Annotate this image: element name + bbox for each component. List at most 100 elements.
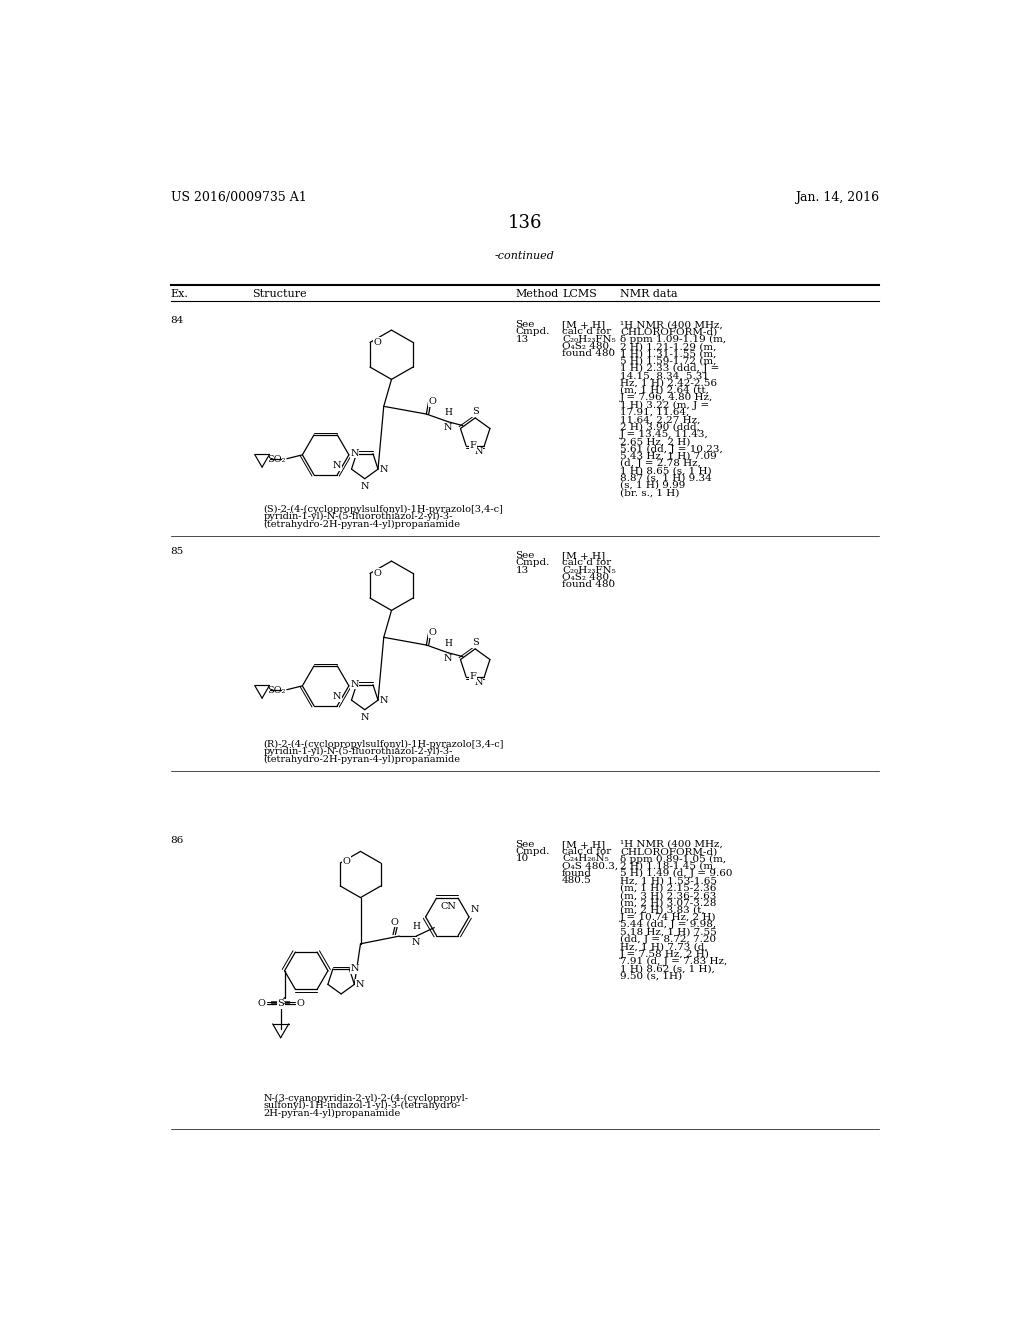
Text: δ ppm 1.09-1.19 (m,: δ ppm 1.09-1.19 (m,	[621, 335, 726, 343]
Text: N: N	[356, 979, 365, 989]
Text: O: O	[373, 338, 381, 347]
Text: (tetrahydro-2H-pyran-4-yl)propanamide: (tetrahydro-2H-pyran-4-yl)propanamide	[263, 520, 461, 528]
Text: 1 H) 3.22 (m, J =: 1 H) 3.22 (m, J =	[621, 400, 710, 409]
Text: N: N	[380, 465, 388, 474]
Text: F: F	[469, 672, 476, 681]
Text: [M + H]: [M + H]	[562, 840, 605, 849]
Text: H: H	[444, 639, 452, 648]
Text: J = 7.96, 4.80 Hz,: J = 7.96, 4.80 Hz,	[621, 393, 714, 403]
Text: Cmpd.: Cmpd.	[515, 558, 550, 568]
Text: calc’d for: calc’d for	[562, 847, 611, 857]
Text: O₄S₂ 480,: O₄S₂ 480,	[562, 573, 612, 582]
Text: N: N	[474, 678, 482, 688]
Text: (m, 2 H) 3.07-3.28: (m, 2 H) 3.07-3.28	[621, 899, 717, 907]
Text: Ex.: Ex.	[171, 289, 188, 298]
Text: 5.61 (dd, J = 10.23,: 5.61 (dd, J = 10.23,	[621, 445, 723, 454]
Text: =: =	[270, 999, 279, 1008]
Text: pyridin-1-yl)-N-(5-fluorothiazol-2-yl)-3-: pyridin-1-yl)-N-(5-fluorothiazol-2-yl)-3…	[263, 512, 453, 521]
Text: N: N	[333, 461, 341, 470]
Text: O: O	[391, 917, 398, 927]
Text: 136: 136	[508, 214, 542, 232]
Text: 13: 13	[515, 566, 528, 574]
Text: 7.91 (d, J = 7.83 Hz,: 7.91 (d, J = 7.83 Hz,	[621, 957, 727, 966]
Text: O: O	[429, 397, 436, 407]
Text: N: N	[443, 655, 453, 663]
Text: O: O	[296, 999, 304, 1008]
Text: N: N	[380, 696, 388, 705]
Text: N: N	[360, 713, 369, 722]
Text: (s, 1 H) 9.99: (s, 1 H) 9.99	[621, 480, 685, 490]
Text: N: N	[350, 449, 359, 458]
Text: S: S	[472, 639, 478, 647]
Text: 1 H) 2.33 (ddd, J =: 1 H) 2.33 (ddd, J =	[621, 364, 720, 374]
Text: J = 10.74 Hz, 2 H): J = 10.74 Hz, 2 H)	[621, 913, 717, 923]
Text: 85: 85	[171, 548, 184, 556]
Text: 8.87 (s, 1 H) 9.34: 8.87 (s, 1 H) 9.34	[621, 474, 712, 483]
Text: 11.64, 2.27 Hz,: 11.64, 2.27 Hz,	[621, 416, 700, 424]
Text: H: H	[444, 408, 452, 417]
Text: (R)-2-(4-(cyclopropylsulfonyl)-1H-pyrazolo[3,4-c]: (R)-2-(4-(cyclopropylsulfonyl)-1H-pyrazo…	[263, 739, 504, 748]
Text: C₂₄H₂₆N₅: C₂₄H₂₆N₅	[562, 854, 608, 863]
Text: δ ppm 0.89-1.05 (m,: δ ppm 0.89-1.05 (m,	[621, 854, 726, 863]
Text: found: found	[562, 869, 592, 878]
Text: N: N	[443, 424, 453, 432]
Text: 10: 10	[515, 854, 528, 863]
Text: Hz, 1 H) 2.42-2.56: Hz, 1 H) 2.42-2.56	[621, 379, 717, 388]
Text: Cmpd.: Cmpd.	[515, 327, 550, 337]
Text: H: H	[413, 921, 420, 931]
Text: SO₂: SO₂	[267, 686, 286, 694]
Text: O: O	[257, 999, 265, 1008]
Text: N-(3-cyanopyridin-2-yl)-2-(4-(cyclopropyl-: N-(3-cyanopyridin-2-yl)-2-(4-(cyclopropy…	[263, 1094, 469, 1104]
Text: N: N	[471, 904, 479, 913]
Text: 5.44 (dd, J = 9.98,: 5.44 (dd, J = 9.98,	[621, 920, 716, 929]
Text: (m, 1 H) 2.64 (tt,: (m, 1 H) 2.64 (tt,	[621, 385, 709, 395]
Text: 480.5: 480.5	[562, 876, 592, 886]
Text: [M + H]: [M + H]	[562, 321, 605, 329]
Text: 5.43 Hz, 1 H) 7.09: 5.43 Hz, 1 H) 7.09	[621, 451, 717, 461]
Text: O: O	[373, 569, 381, 578]
Text: calc’d for: calc’d for	[562, 327, 611, 337]
Text: SO₂: SO₂	[267, 455, 286, 463]
Text: -continued: -continued	[495, 251, 555, 261]
Text: N: N	[474, 447, 482, 457]
Text: J = 7.58 Hz, 2 H): J = 7.58 Hz, 2 H)	[621, 949, 710, 958]
Text: (m, 3 H) 2.36-2.63: (m, 3 H) 2.36-2.63	[621, 891, 717, 900]
Text: =: =	[283, 999, 291, 1008]
Text: (S)-2-(4-(cyclopropylsulfonyl)-1H-pyrazolo[3,4-c]: (S)-2-(4-(cyclopropylsulfonyl)-1H-pyrazo…	[263, 506, 504, 513]
Text: O₄S₂ 480,: O₄S₂ 480,	[562, 342, 612, 351]
Text: CHLOROFORM-d): CHLOROFORM-d)	[621, 847, 718, 857]
Text: 86: 86	[171, 836, 184, 845]
Text: O₄S 480.3,: O₄S 480.3,	[562, 862, 618, 871]
Text: (dd, J = 8.72, 7.20: (dd, J = 8.72, 7.20	[621, 935, 716, 944]
Text: 17.91, 11.64,: 17.91, 11.64,	[621, 408, 689, 417]
Text: 84: 84	[171, 317, 184, 325]
Text: Method: Method	[515, 289, 559, 298]
Text: See: See	[515, 840, 535, 849]
Text: N: N	[412, 937, 421, 946]
Text: found 480: found 480	[562, 350, 615, 358]
Text: Cmpd.: Cmpd.	[515, 847, 550, 857]
Text: ¹H NMR (400 MHz,: ¹H NMR (400 MHz,	[621, 321, 723, 329]
Text: 2 H) 1.18-1.45 (m,: 2 H) 1.18-1.45 (m,	[621, 862, 717, 871]
Text: sulfonyl)-1H-indazol-1-yl)-3-(tetrahydro-: sulfonyl)-1H-indazol-1-yl)-3-(tetrahydro…	[263, 1101, 461, 1110]
Text: (br. s., 1 H): (br. s., 1 H)	[621, 488, 680, 498]
Text: 5.18 Hz, 1 H) 7.55: 5.18 Hz, 1 H) 7.55	[621, 928, 717, 937]
Text: 5 H) 1.59-1.72 (m,: 5 H) 1.59-1.72 (m,	[621, 356, 717, 366]
Text: found 480: found 480	[562, 581, 615, 589]
Text: C₂₀H₂₃FN₅: C₂₀H₂₃FN₅	[562, 335, 615, 343]
Text: (d, J = 2.78 Hz,: (d, J = 2.78 Hz,	[621, 459, 701, 469]
Text: S: S	[278, 999, 284, 1008]
Text: CN: CN	[440, 902, 457, 911]
Text: N: N	[351, 965, 359, 973]
Text: LCMS: LCMS	[562, 289, 597, 298]
Text: 2H-pyran-4-yl)propanamide: 2H-pyran-4-yl)propanamide	[263, 1109, 400, 1118]
Text: 2 H) 1.21-1.29 (m,: 2 H) 1.21-1.29 (m,	[621, 342, 717, 351]
Text: 14.15, 8.34, 5.31: 14.15, 8.34, 5.31	[621, 371, 710, 380]
Text: (m, 1 H) 2.15-2.36: (m, 1 H) 2.15-2.36	[621, 884, 717, 892]
Text: 2.65 Hz, 2 H): 2.65 Hz, 2 H)	[621, 437, 690, 446]
Text: 1 H) 1.31-1.55 (m,: 1 H) 1.31-1.55 (m,	[621, 350, 717, 358]
Text: Hz, 1 H) 1.53-1.65: Hz, 1 H) 1.53-1.65	[621, 876, 717, 886]
Text: [M + H]: [M + H]	[562, 552, 605, 560]
Text: See: See	[515, 321, 535, 329]
Text: Jan. 14, 2016: Jan. 14, 2016	[795, 191, 879, 203]
